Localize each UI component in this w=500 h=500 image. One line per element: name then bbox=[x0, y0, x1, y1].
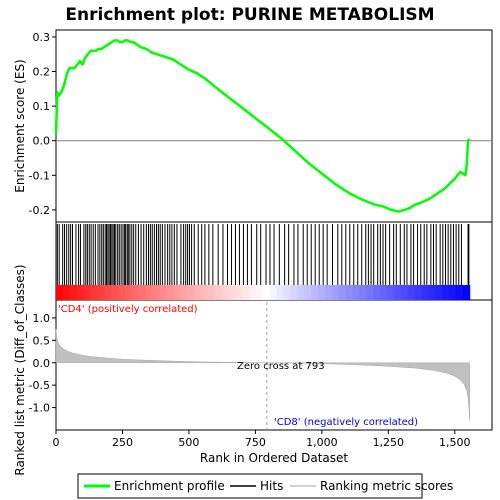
gradient-segment bbox=[442, 285, 450, 300]
gradient-segment bbox=[421, 285, 429, 300]
gradient-segment bbox=[331, 285, 340, 300]
gradient-segment bbox=[297, 285, 305, 300]
xtick-label: 250 bbox=[112, 436, 133, 449]
gradient-segment bbox=[159, 285, 167, 300]
gradient-segment bbox=[435, 285, 443, 300]
gradient-segment bbox=[228, 285, 236, 300]
es-ytick-label: 0.0 bbox=[33, 135, 51, 148]
xtick-label: 1,500 bbox=[439, 436, 471, 449]
gradient-segment bbox=[283, 285, 292, 300]
gradient-segment bbox=[83, 285, 92, 300]
gradient-segment bbox=[359, 285, 367, 300]
gradient-segment bbox=[380, 285, 388, 300]
rank-gradient-bar bbox=[56, 285, 471, 300]
gradient-segment bbox=[448, 285, 457, 300]
gradient-segment bbox=[69, 285, 78, 300]
gradient-segment bbox=[262, 285, 271, 300]
rank-ytick-label: -1.0 bbox=[29, 402, 50, 415]
rank-ytick-label: -0.5 bbox=[29, 379, 50, 392]
gradient-segment bbox=[345, 285, 354, 300]
gradient-segment bbox=[338, 285, 347, 300]
gradient-segment bbox=[62, 285, 71, 300]
es-ytick-label: 0.3 bbox=[33, 31, 51, 44]
es-axis-label: Enrichment score (ES) bbox=[13, 59, 27, 192]
es-layer bbox=[54, 39, 492, 213]
gradient-segment bbox=[118, 285, 126, 300]
gradient-segment bbox=[249, 285, 257, 300]
gradient-segment bbox=[207, 285, 216, 300]
gradient-segment bbox=[352, 285, 360, 300]
gradient-segment bbox=[428, 285, 436, 300]
es-panel-frame bbox=[55, 29, 493, 223]
legend-label-ranking: Ranking metric scores bbox=[320, 479, 453, 493]
gradient-segment bbox=[373, 285, 381, 300]
gradient-segment bbox=[76, 285, 85, 300]
es-ytick-label: -0.2 bbox=[29, 204, 50, 217]
gradient-segment bbox=[152, 285, 161, 300]
gradient-segment bbox=[166, 285, 174, 300]
axes-layer: -0.2 -0.1 0.0 0.1 0.2 0.3 -1.0 -0.5 0.0 0.5 1.0 0 25… bbox=[29, 31, 471, 449]
gradient-segment bbox=[290, 285, 298, 300]
x-axis-label: Rank in Ordered Dataset bbox=[200, 451, 348, 465]
enrichment-profile-line bbox=[54, 39, 471, 213]
gradient-segment bbox=[104, 285, 112, 300]
es-ytick-label: -0.1 bbox=[29, 169, 50, 182]
gradient-segment bbox=[235, 285, 243, 300]
gradient-segment bbox=[90, 285, 98, 300]
gradient-segment bbox=[193, 285, 202, 300]
hits-layer bbox=[56, 224, 470, 285]
gradient-segment bbox=[393, 285, 402, 300]
gradient-segment bbox=[324, 285, 333, 300]
gradient-segment bbox=[97, 285, 105, 300]
gradient-segment bbox=[173, 285, 181, 300]
es-ytick-label: 0.1 bbox=[33, 100, 51, 113]
xtick-label: 750 bbox=[245, 436, 266, 449]
legend-label-hits: Hits bbox=[260, 479, 283, 493]
gradient-segment bbox=[124, 285, 133, 300]
gradient-segment bbox=[407, 285, 416, 300]
xtick-label: 1,250 bbox=[373, 436, 405, 449]
gradient-segment bbox=[214, 285, 223, 300]
gradient-segment bbox=[276, 285, 285, 300]
zero-cross-label: Zero cross at 793 bbox=[237, 361, 325, 372]
xtick-label: 0 bbox=[53, 436, 60, 449]
rank-axis-label: Ranked list metric (Diff_of_Classes) bbox=[13, 264, 27, 475]
rank-metric-layer bbox=[55, 302, 470, 430]
gradient-segment bbox=[311, 285, 319, 300]
xtick-label: 500 bbox=[178, 436, 199, 449]
gradient-segment bbox=[455, 285, 464, 300]
chart-title: Enrichment plot: PURINE METABOLISM bbox=[65, 5, 434, 25]
gradient-segment bbox=[56, 285, 64, 300]
gradient-segment bbox=[462, 285, 471, 300]
gradient-segment bbox=[400, 285, 409, 300]
gradient-segment bbox=[304, 285, 312, 300]
gradient-segment bbox=[180, 285, 188, 300]
gradient-segment bbox=[317, 285, 326, 300]
xtick-label: 1,000 bbox=[306, 436, 338, 449]
gradient-segment bbox=[200, 285, 209, 300]
gradient-segment bbox=[131, 285, 140, 300]
gradient-segment bbox=[255, 285, 264, 300]
gradient-segment bbox=[111, 285, 119, 300]
legend: Enrichment profile Hits Ranking metric s… bbox=[77, 473, 453, 499]
rank-ytick-label: 0.0 bbox=[33, 357, 51, 370]
gradient-segment bbox=[186, 285, 195, 300]
gradient-segment bbox=[138, 285, 147, 300]
rank-ytick-label: 0.5 bbox=[33, 334, 51, 347]
legend-label-enrichment: Enrichment profile bbox=[114, 479, 225, 493]
gradient-segment bbox=[366, 285, 374, 300]
rank-ytick-label: 1.0 bbox=[33, 312, 51, 325]
gradient-segment bbox=[414, 285, 423, 300]
gradient-segment bbox=[242, 285, 250, 300]
gradient-segment bbox=[145, 285, 154, 300]
positive-correlation-label: 'CD4' (positively correlated) bbox=[58, 304, 198, 315]
gradient-segment bbox=[386, 285, 395, 300]
gradient-segment bbox=[269, 285, 278, 300]
gradient-segment bbox=[221, 285, 229, 300]
negative-correlation-label: 'CD8' (negatively correlated) bbox=[274, 417, 418, 428]
es-ytick-label: 0.2 bbox=[33, 66, 51, 79]
